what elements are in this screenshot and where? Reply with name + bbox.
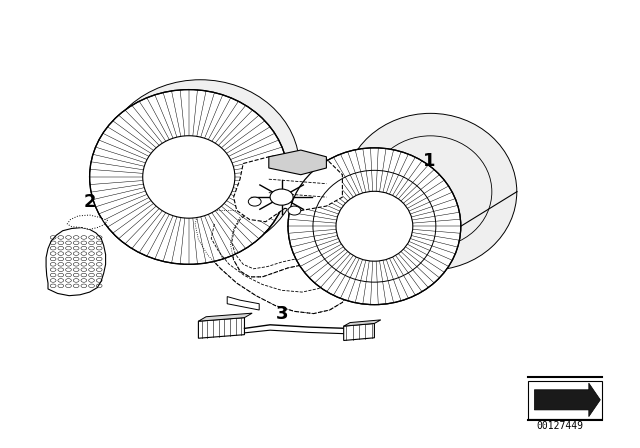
Ellipse shape	[344, 113, 517, 270]
Text: 1: 1	[422, 152, 435, 170]
Polygon shape	[534, 383, 600, 417]
Ellipse shape	[336, 191, 413, 261]
Ellipse shape	[288, 148, 461, 305]
Text: 00127449: 00127449	[536, 422, 584, 431]
Ellipse shape	[154, 126, 246, 208]
Circle shape	[288, 206, 301, 215]
Circle shape	[270, 189, 293, 205]
Polygon shape	[46, 228, 106, 296]
Ellipse shape	[101, 80, 300, 254]
Polygon shape	[344, 323, 374, 340]
Ellipse shape	[90, 90, 288, 264]
Polygon shape	[195, 211, 349, 314]
Text: 3: 3	[275, 305, 288, 323]
Polygon shape	[67, 215, 108, 229]
Polygon shape	[234, 152, 342, 222]
Text: 2: 2	[83, 193, 96, 211]
Polygon shape	[198, 318, 244, 338]
Polygon shape	[198, 313, 252, 321]
Circle shape	[248, 197, 261, 206]
Ellipse shape	[143, 136, 235, 218]
Polygon shape	[227, 297, 259, 310]
Polygon shape	[269, 150, 326, 175]
Polygon shape	[344, 320, 381, 326]
Bar	[528, 381, 602, 419]
